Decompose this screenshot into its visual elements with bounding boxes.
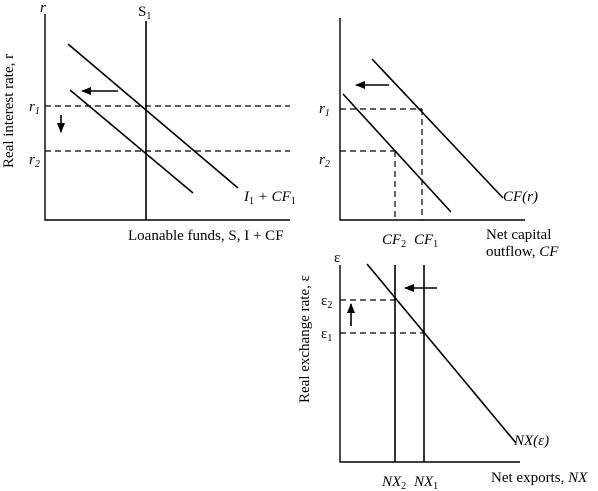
- cf2-label: CF2: [382, 232, 406, 250]
- panel-b-axes: [339, 18, 525, 221]
- panel-b-x-title-line2: outflow, CF: [486, 244, 559, 260]
- demand-curve-shifted: [69, 89, 194, 194]
- savings-supply-label: S1: [138, 4, 151, 22]
- e2-label: ε2: [321, 293, 332, 311]
- panel-loanable-funds: r Real interest rate, r S1 r1 r2 I1 + CF…: [1, 0, 296, 244]
- cf-curve-label: CF(r): [503, 189, 538, 205]
- panel-b-x-title-line1: Net capital: [486, 227, 551, 243]
- cf-curve-original: [371, 58, 504, 199]
- panel-c-y-symbol: ε: [334, 250, 340, 266]
- demand-curve-label: I1 + CF1: [243, 189, 296, 207]
- cf1-label: CF1: [414, 232, 438, 250]
- panel-a-axes: [44, 14, 290, 221]
- panel-a-x-title: Loanable funds, S, I + CF: [128, 228, 284, 244]
- cf-curve-shifted: [342, 93, 452, 213]
- demand-curve-original: [67, 43, 239, 189]
- panel-a-y-title: Real interest rate, r: [1, 54, 17, 168]
- nx2-label: NX2: [381, 474, 406, 491]
- panel-net-capital-outflow: r1 r2 CF(r) CF2 CF1 Net capital outflow,…: [319, 18, 559, 260]
- r2-label: r2: [29, 152, 40, 170]
- panel-c-y-title: Real exchange rate, ε: [297, 275, 313, 403]
- panel-a-y-symbol: r: [40, 0, 46, 16]
- panel-net-exports: ε Real exchange rate, ε ε2 ε1 NX(ε) NX2 …: [297, 250, 588, 491]
- r1-label: r1: [29, 99, 40, 117]
- panel-c-axes: [339, 265, 520, 463]
- cf-r1-label: r1: [319, 101, 330, 119]
- panel-c-x-title: Net exports, NX: [491, 470, 588, 486]
- nx-curve: [366, 263, 517, 444]
- e1-label: ε1: [321, 326, 332, 344]
- cf-r2-label: r2: [319, 152, 330, 170]
- nx1-label: NX1: [413, 474, 438, 491]
- nx-curve-label: NX(ε): [513, 433, 549, 449]
